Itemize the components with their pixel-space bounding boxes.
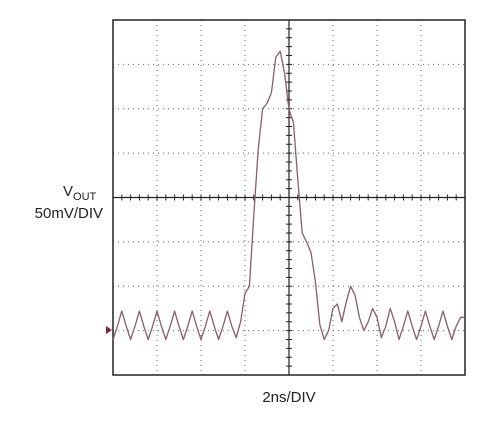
trace: [112, 50, 465, 341]
y-label-subscript: OUT: [73, 191, 97, 203]
y-label: VOUT: [63, 183, 97, 203]
ground-marker: [106, 326, 112, 334]
y-label-symbol: V: [63, 183, 73, 200]
x-label: 2ns/DIV: [262, 389, 315, 406]
plot-frame: [112, 19, 466, 376]
y-scale: 50mV/DIV: [35, 205, 103, 222]
